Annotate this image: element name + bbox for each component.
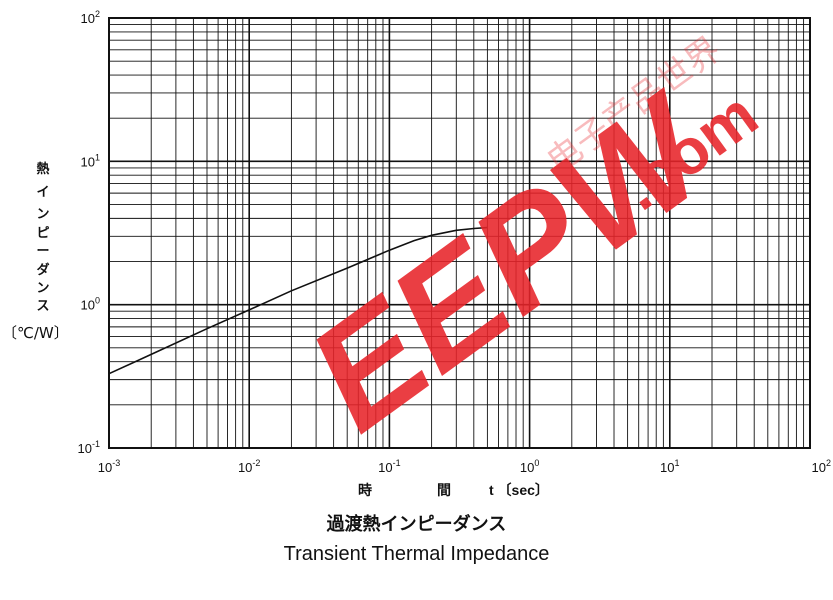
y-axis-label-char: 熱	[36, 162, 50, 177]
x-tick-label: 10-2	[238, 458, 260, 475]
y-axis-label-char: ダ	[36, 263, 50, 278]
x-tick-label: 10-1	[378, 458, 400, 475]
y-axis-label-char: ン	[36, 281, 50, 296]
y-axis-label-char: ン	[36, 207, 50, 222]
y-axis-label-char: イ	[36, 185, 50, 200]
y-tick-label: 100	[81, 296, 100, 313]
y-tick-label: 10-1	[78, 439, 100, 456]
y-axis-label-char: ス	[36, 299, 50, 314]
chart-subtitle: Transient Thermal Impedance	[283, 543, 550, 565]
x-axis-label-part3: t 〔sec〕	[489, 482, 549, 498]
grid	[108, 17, 811, 449]
chart-title: 過渡熱インピーダンス	[326, 514, 507, 535]
y-tick-label: 101	[81, 152, 100, 169]
impedance-curve	[108, 226, 488, 375]
x-axis-label-part1: 時	[358, 483, 372, 499]
x-tick-label: 10-3	[98, 458, 120, 475]
y-axis-label-char: ピ	[36, 226, 50, 241]
plot-frame	[108, 17, 811, 449]
y-axis-unit: 〔℃/W〕	[2, 324, 69, 342]
y-tick-label: 102	[81, 9, 100, 26]
x-tick-label: 102	[812, 458, 831, 475]
y-axis-label-char: ー	[36, 244, 50, 259]
x-tick-label: 101	[660, 458, 679, 475]
x-axis-label-part2: 間	[437, 483, 451, 499]
x-tick-label: 100	[520, 458, 539, 475]
